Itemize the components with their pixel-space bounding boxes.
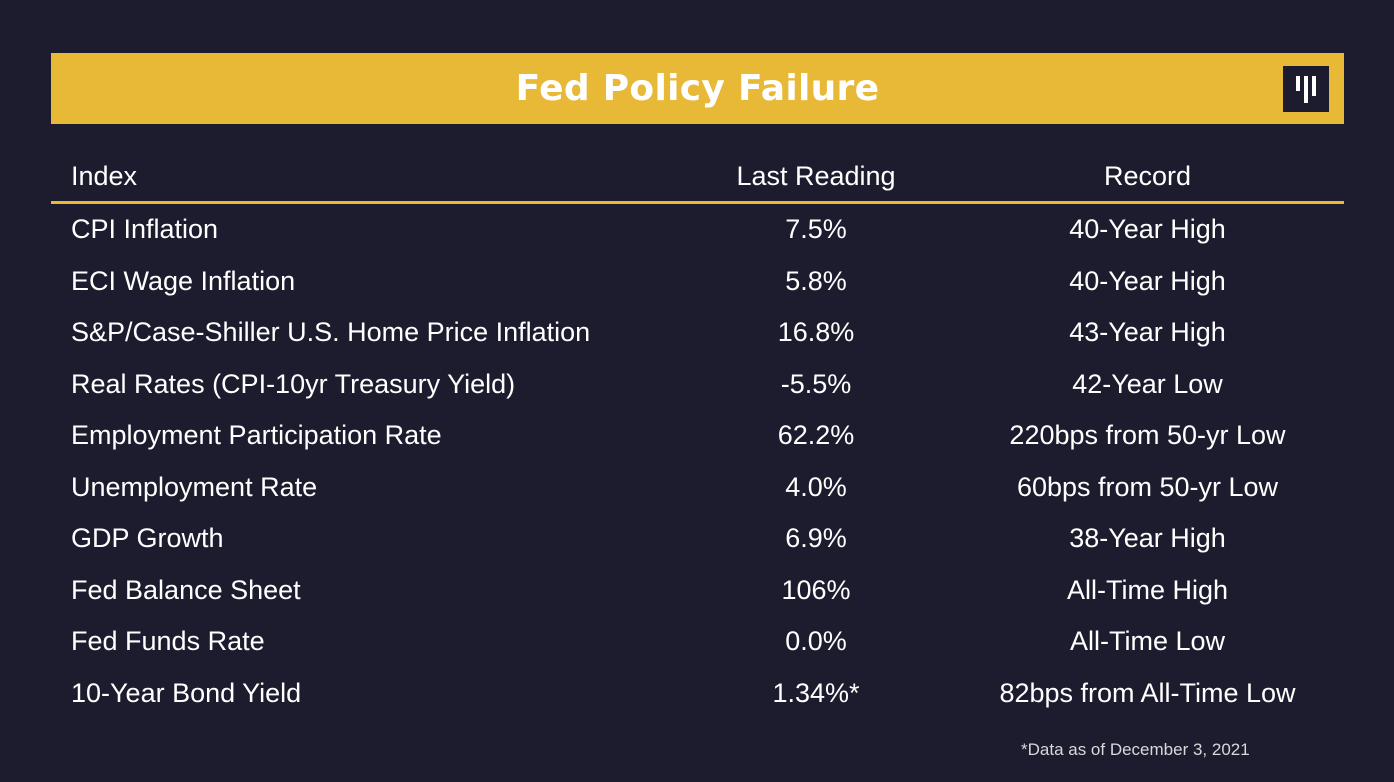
row-index-cell: S&P/Case-Shiller U.S. Home Price Inflati… — [71, 317, 591, 348]
table-row: Unemployment Rate 4.0% 60bps from 50-yr Lo… — [51, 462, 1344, 514]
page-title: Fed Policy Failure — [515, 68, 880, 109]
row-last-reading-cell: 5.8% — [785, 265, 847, 296]
row-last-reading-cell: 6.9% — [785, 523, 847, 554]
table-body: CPI Inflation 7.5% 40-Year High ECI Wage In… — [51, 204, 1344, 719]
row-last-reading-cell: 106% — [781, 574, 851, 605]
row-index-cell: Fed Funds Rate — [71, 626, 265, 657]
row-last-reading-cell: 7.5% — [785, 214, 847, 245]
header-record: Record — [1103, 161, 1192, 191]
row-index-cell: 10-Year Bond Yield — [71, 677, 302, 708]
row-record-cell: All-Time Low — [1069, 626, 1226, 657]
row-record-cell: 40-Year High — [1069, 265, 1226, 296]
header-index: Index — [71, 161, 138, 191]
table-header-row: Index Last Reading Record — [51, 152, 1344, 204]
row-last-reading-cell: 62.2% — [777, 420, 855, 451]
row-index-cell: Real Rates (CPI-10yr Treasury Yield) — [71, 368, 516, 399]
row-record-cell: All-Time High — [1066, 574, 1229, 605]
table-row: GDP Growth 6.9% 38-Year High — [51, 513, 1344, 565]
row-index-cell: Fed Balance Sheet — [71, 574, 301, 605]
row-index-cell: CPI Inflation — [71, 214, 219, 245]
row-index-cell: GDP Growth — [71, 523, 224, 554]
table-row: S&P/Case-Shiller U.S. Home Price Inflati… — [51, 307, 1344, 359]
row-index-cell: Unemployment Rate — [71, 471, 318, 502]
table-row: CPI Inflation 7.5% 40-Year High — [51, 204, 1344, 256]
row-record-cell: 60bps from 50-yr Low — [1016, 471, 1279, 502]
row-index-cell: Employment Participation Rate — [71, 420, 442, 451]
row-record-cell: 43-Year High — [1069, 317, 1226, 348]
row-index-cell: ECI Wage Inflation — [71, 265, 296, 296]
table-row: 10-Year Bond Yield 1.34%* 82bps from All-T… — [51, 668, 1344, 720]
row-last-reading-cell: 4.0% — [785, 471, 847, 502]
table-row: ECI Wage Inflation 5.8% 40-Year High — [51, 256, 1344, 308]
footnote: *Data as of December 3, 2021 — [1021, 740, 1250, 759]
row-record-cell: 42-Year Low — [1072, 368, 1223, 399]
data-table: Index Last Reading Record CPI Inflation 7… — [51, 152, 1344, 719]
brand-logo-icon — [1283, 66, 1329, 112]
row-record-cell: 82bps from All-Time Low — [999, 677, 1296, 708]
table-row: Fed Balance Sheet 106% All-Time High — [51, 565, 1344, 617]
table-row: Employment Participation Rate 62.2% 220bps… — [51, 410, 1344, 462]
title-banner: Fed Policy Failure — [51, 53, 1344, 124]
table-row: Fed Funds Rate 0.0% All-Time Low — [51, 616, 1344, 668]
row-record-cell: 220bps from 50-yr Low — [1009, 420, 1286, 451]
row-last-reading-cell: 16.8% — [777, 317, 855, 348]
row-record-cell: 38-Year High — [1069, 523, 1226, 554]
row-last-reading-cell: -5.5% — [780, 368, 852, 399]
header-last-reading: Last Reading — [736, 161, 896, 191]
row-last-reading-cell: 0.0% — [785, 626, 847, 657]
row-last-reading-cell: 1.34%* — [772, 677, 860, 708]
table-row: Real Rates (CPI-10yr Treasury Yield) -5.5… — [51, 359, 1344, 411]
row-record-cell: 40-Year High — [1069, 214, 1226, 245]
